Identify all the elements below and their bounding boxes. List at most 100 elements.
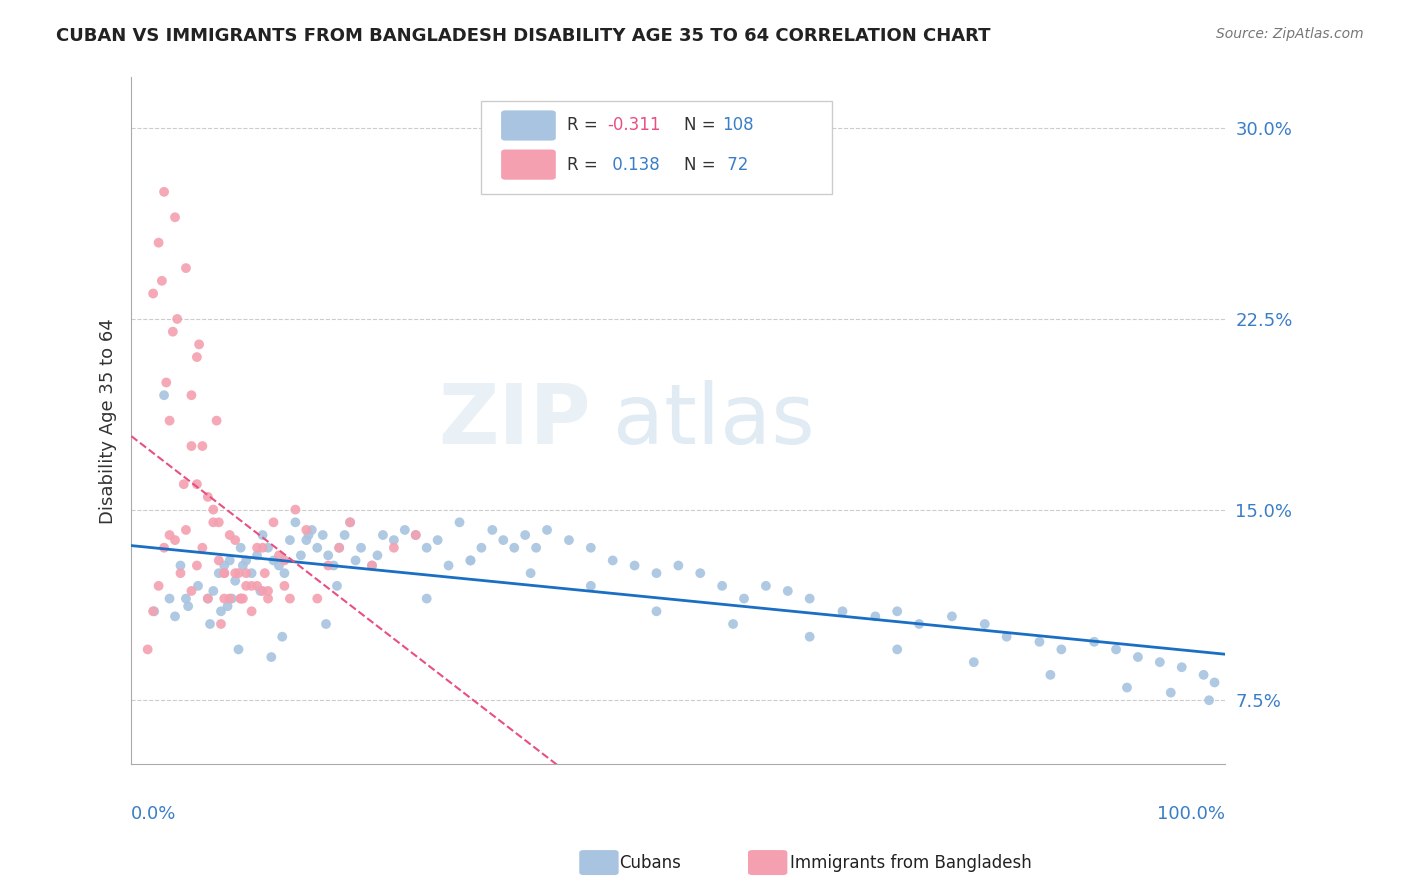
Point [339, 516, 361, 530]
Point [503, 541, 526, 555]
Point [733, 591, 755, 606]
Point [831, 604, 853, 618]
Point [1149, 655, 1171, 669]
Point [249, 583, 271, 598]
Point [240, 604, 263, 618]
Point [273, 553, 295, 567]
Point [328, 541, 350, 555]
Point [198, 617, 221, 632]
FancyBboxPatch shape [501, 150, 555, 179]
Point [405, 528, 427, 542]
Point [361, 558, 384, 573]
Point [405, 528, 427, 542]
Point [214, 558, 236, 573]
Point [180, 439, 202, 453]
Point [366, 549, 388, 563]
Point [224, 566, 246, 581]
Point [235, 579, 257, 593]
Text: 0.138: 0.138 [607, 155, 659, 174]
Point [645, 566, 668, 581]
Point [174, 591, 197, 606]
Point [202, 502, 225, 516]
Point [180, 583, 202, 598]
Point [307, 541, 329, 555]
Point [973, 617, 995, 632]
Point [188, 337, 211, 351]
Point [1105, 642, 1128, 657]
Point [218, 591, 240, 606]
Point [297, 528, 319, 542]
Point [278, 591, 301, 606]
Point [187, 579, 209, 593]
Point [208, 553, 231, 567]
Text: atlas: atlas [613, 380, 814, 461]
FancyBboxPatch shape [501, 111, 555, 141]
Point [159, 528, 181, 542]
Point [941, 609, 963, 624]
Point [224, 533, 246, 548]
Point [645, 604, 668, 618]
Point [253, 566, 276, 581]
Point [229, 591, 252, 606]
Point [579, 579, 602, 593]
Point [257, 591, 280, 606]
Point [886, 642, 908, 657]
Point [142, 286, 165, 301]
Point [307, 591, 329, 606]
Text: Immigrants from Bangladesh: Immigrants from Bangladesh [790, 854, 1032, 871]
Point [153, 541, 176, 555]
Point [163, 533, 186, 548]
Point [159, 591, 181, 606]
Point [1170, 660, 1192, 674]
Point [153, 185, 176, 199]
Point [301, 523, 323, 537]
Point [148, 235, 170, 250]
Text: ZIP: ZIP [439, 380, 591, 461]
Point [295, 533, 318, 548]
Point [460, 553, 482, 567]
Point [228, 642, 250, 657]
Point [209, 604, 232, 618]
Text: CUBAN VS IMMIGRANTS FROM BANGLADESH DISABILITY AGE 35 TO 64 CORRELATION CHART: CUBAN VS IMMIGRANTS FROM BANGLADESH DISA… [56, 27, 991, 45]
Point [1198, 693, 1220, 707]
Point [191, 541, 214, 555]
Point [350, 541, 373, 555]
Point [252, 528, 274, 542]
Text: N =: N = [683, 155, 721, 174]
Point [214, 566, 236, 581]
Point [221, 591, 243, 606]
Point [169, 558, 191, 573]
Point [208, 566, 231, 581]
Point [163, 609, 186, 624]
Point [267, 558, 290, 573]
Text: 72: 72 [723, 155, 748, 174]
Point [229, 591, 252, 606]
Point [328, 541, 350, 555]
Point [290, 549, 312, 563]
Point [235, 566, 257, 581]
Point [197, 490, 219, 504]
Point [246, 579, 269, 593]
Point [524, 541, 547, 555]
Point [799, 630, 821, 644]
Point [382, 541, 405, 555]
Point [278, 533, 301, 548]
Point [202, 516, 225, 530]
Point [322, 558, 344, 573]
Point [150, 274, 173, 288]
Point [186, 558, 208, 573]
Point [214, 591, 236, 606]
Text: Source: ZipAtlas.com: Source: ZipAtlas.com [1216, 27, 1364, 41]
Point [711, 579, 734, 593]
Point [371, 528, 394, 542]
Point [257, 541, 280, 555]
Point [232, 558, 254, 573]
Point [273, 579, 295, 593]
Point [315, 617, 337, 632]
Point [174, 523, 197, 537]
Point [284, 502, 307, 516]
Point [162, 325, 184, 339]
Point [339, 516, 361, 530]
Point [1192, 668, 1215, 682]
Point [229, 541, 252, 555]
